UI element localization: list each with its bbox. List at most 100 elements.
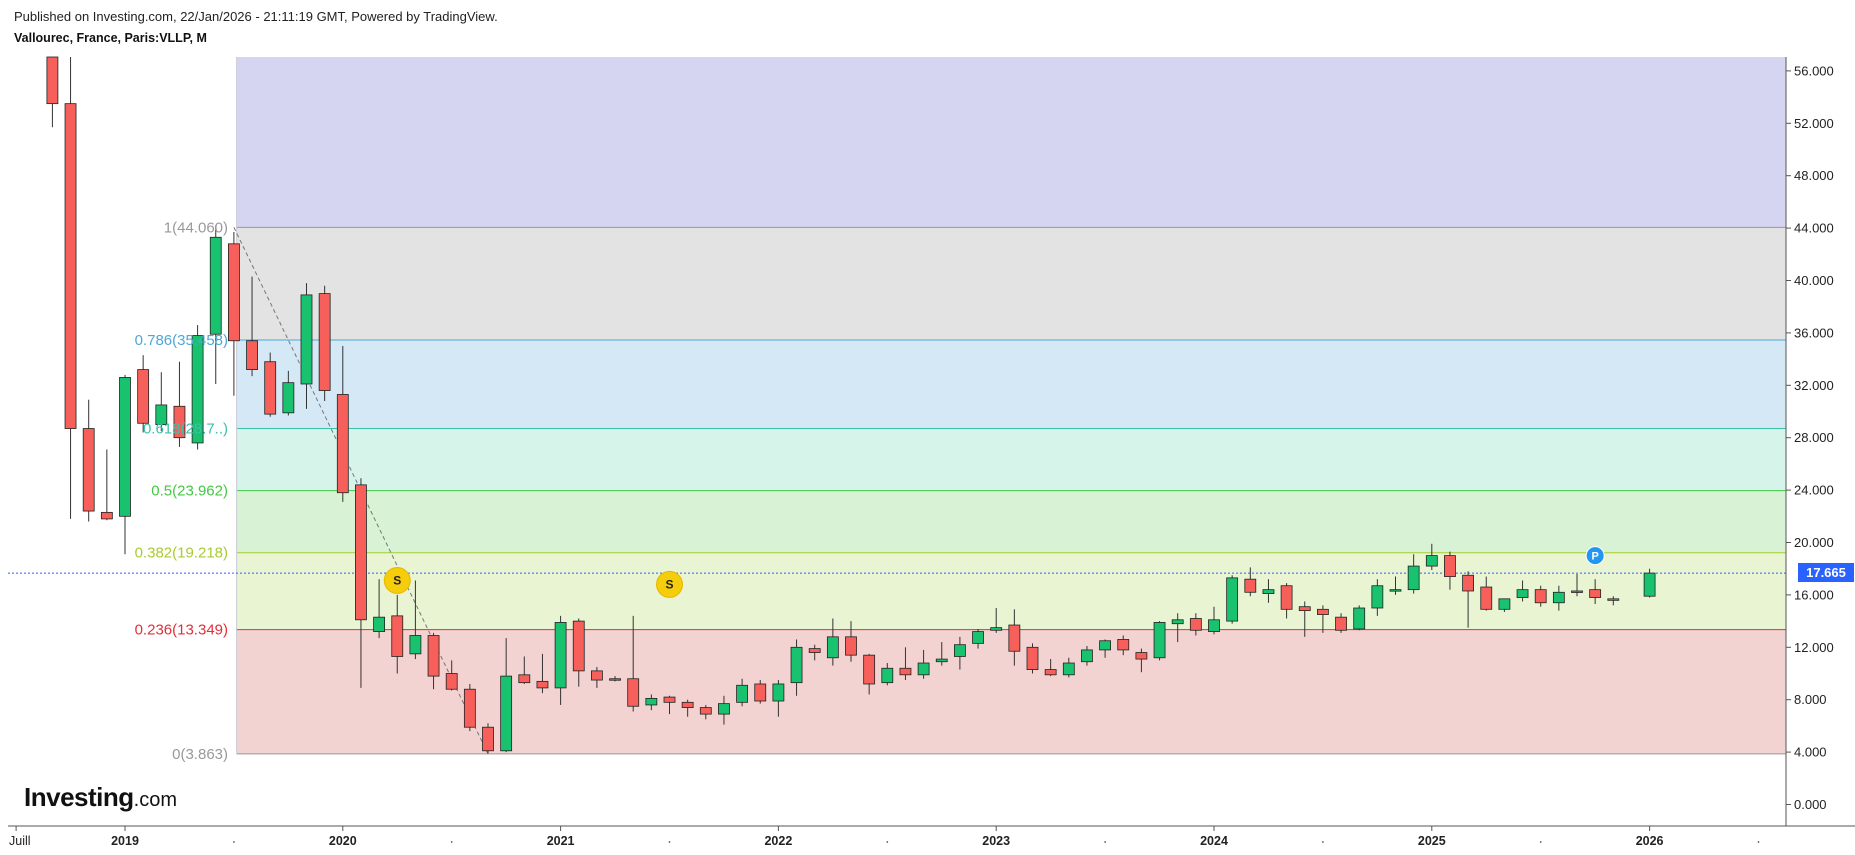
x-minor-tick — [886, 841, 889, 843]
candle-down — [64, 103, 77, 429]
candle — [246, 276, 258, 377]
candle — [227, 232, 240, 396]
candle — [1171, 613, 1184, 643]
candle — [1462, 571, 1474, 628]
candle — [1571, 573, 1583, 597]
candle — [445, 660, 458, 691]
candle — [1026, 643, 1039, 674]
candle — [718, 695, 730, 725]
candle-down — [1189, 618, 1202, 631]
candle-up — [1226, 577, 1239, 622]
candle-down — [463, 688, 476, 728]
candle-down — [137, 369, 150, 424]
candle — [1480, 576, 1493, 611]
candle-up — [409, 635, 422, 655]
event-marker-label: P — [1591, 551, 1598, 563]
candle-up — [1498, 598, 1511, 610]
candle — [1534, 585, 1547, 607]
candle — [808, 644, 821, 661]
candle-down — [1607, 598, 1620, 601]
candle — [790, 639, 803, 696]
candle — [191, 325, 204, 450]
candle — [1425, 543, 1438, 571]
candle — [318, 285, 331, 402]
candle-down — [863, 654, 876, 685]
candle — [173, 361, 186, 447]
x-tick-label: 2023 — [982, 834, 1010, 848]
candle — [1643, 568, 1656, 598]
candle — [1389, 576, 1402, 595]
y-tick-label: 24.000 — [1794, 483, 1834, 498]
candle-down — [845, 636, 857, 656]
candle — [64, 57, 77, 519]
candle-down — [1026, 646, 1039, 670]
published-note: Published on Investing.com, 22/Jan/2026 … — [14, 9, 498, 24]
candle — [1044, 659, 1057, 677]
candle-down — [246, 340, 258, 370]
candle — [355, 478, 367, 688]
candle-down — [482, 726, 494, 752]
y-tick-label: 8.000 — [1794, 692, 1827, 707]
candle — [1516, 580, 1529, 602]
candle — [1371, 579, 1384, 616]
candle — [736, 678, 748, 707]
candle-up — [209, 236, 222, 335]
event-markers: S S P — [383, 546, 1605, 598]
candle-down — [1244, 578, 1257, 593]
candle-down — [518, 674, 531, 684]
fib-level-lines — [8, 57, 1786, 755]
candle-up — [826, 636, 839, 659]
candle-down — [1280, 585, 1293, 610]
candle — [954, 636, 966, 670]
candle-down — [100, 511, 113, 520]
candle — [899, 647, 912, 681]
candle — [373, 579, 386, 639]
y-tick-label: 4.000 — [1794, 745, 1827, 760]
candle-up — [1552, 591, 1565, 604]
logo-suffix: .com — [133, 789, 177, 811]
candle — [1099, 639, 1111, 658]
candle — [409, 580, 422, 660]
investing-logo: Investing.com — [24, 782, 177, 813]
y-tick-label: 44.000 — [1794, 221, 1834, 236]
candle — [209, 225, 222, 384]
candle-up — [772, 683, 785, 702]
candle-up — [1425, 555, 1438, 567]
candle-up — [1171, 619, 1184, 625]
candle-up — [191, 335, 204, 444]
candle-up — [990, 627, 1003, 631]
candle — [1335, 613, 1347, 633]
candle-down — [445, 673, 458, 690]
candle-up — [917, 662, 930, 676]
fib-level-label: 1(44.060) — [164, 219, 228, 236]
candle — [881, 663, 894, 686]
candle-down — [227, 243, 240, 342]
candle — [1081, 645, 1093, 666]
candle-up — [790, 646, 803, 684]
candle — [300, 283, 313, 409]
y-tick-label: 16.000 — [1794, 587, 1834, 602]
last-price-tag: 17.665 — [1798, 563, 1854, 582]
y-tick-label: 0.000 — [1794, 797, 1827, 812]
event-marker-s — [383, 566, 411, 594]
candle — [972, 628, 984, 649]
x-tick-label: 2024 — [1200, 834, 1228, 848]
candle-up — [736, 684, 748, 703]
x-minor-tick — [1322, 841, 1324, 843]
candle-up — [954, 644, 966, 657]
fib-zone — [236, 340, 1786, 429]
candle — [282, 370, 295, 416]
candle — [1353, 605, 1366, 631]
fib-zone-top — [236, 57, 1786, 228]
candle-down — [46, 56, 59, 105]
candle — [591, 666, 603, 688]
candle — [1189, 613, 1202, 636]
candle-down — [572, 620, 585, 672]
candle-down — [264, 361, 277, 415]
candle — [645, 694, 658, 711]
fib-level-label: 0.5(23.962) — [151, 483, 228, 500]
logo-brand: Investing — [24, 782, 134, 812]
candle — [1008, 609, 1021, 666]
y-tick-label: 12.000 — [1794, 640, 1834, 655]
